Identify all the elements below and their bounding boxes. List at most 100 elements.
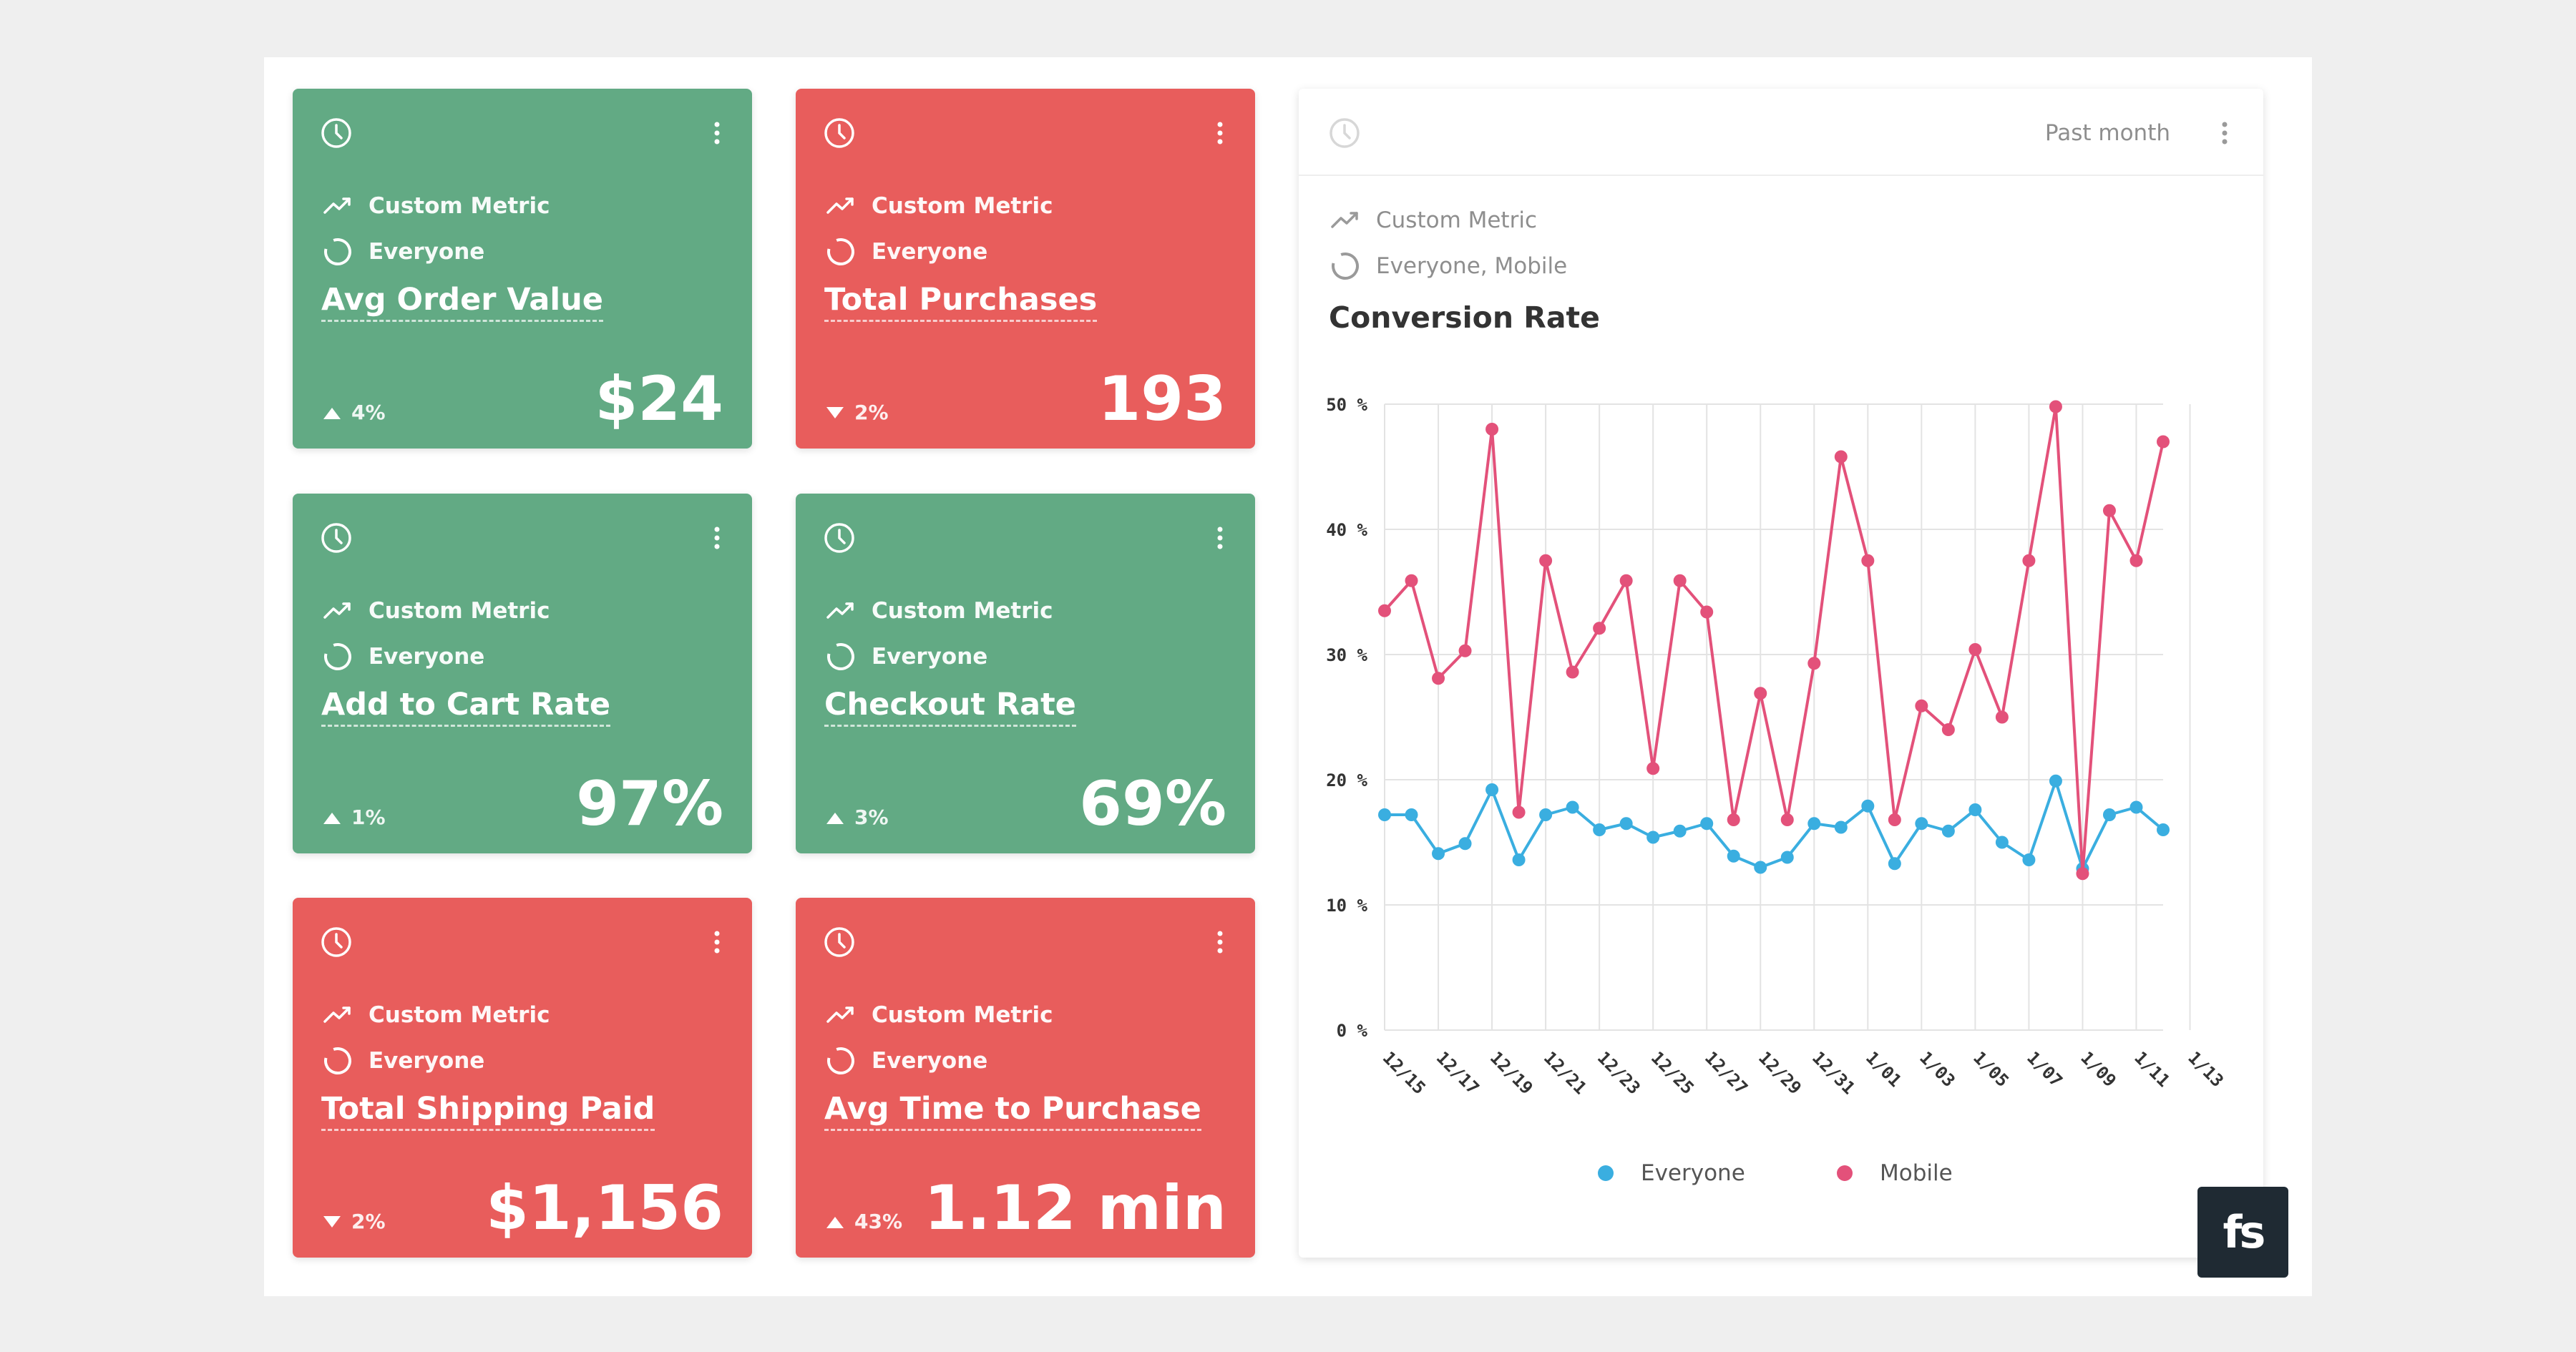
clock-icon[interactable] [319,925,353,959]
metric-title[interactable]: Total Purchases [824,282,1098,322]
mobile-data-point[interactable] [2049,400,2062,413]
mobile-data-point[interactable] [1405,574,1418,587]
mobile-data-point[interactable] [1727,813,1740,826]
metric-type-label: Custom Metric [369,1002,550,1028]
everyone-data-point[interactable] [2022,853,2036,866]
mobile-data-point[interactable] [1378,604,1391,617]
mobile-data-point[interactable] [1968,643,1982,656]
mobile-data-point[interactable] [2157,435,2170,449]
segment-label: Everyone [872,1048,988,1074]
y-tick-label: 10 % [1326,896,1367,916]
mobile-data-point[interactable] [1834,450,1848,464]
everyone-data-point[interactable] [2102,808,2116,821]
metric-title[interactable]: Checkout Rate [824,687,1076,727]
chart-title: Conversion Rate [1329,300,1600,335]
everyone-data-point[interactable] [1539,808,1553,821]
mobile-data-point[interactable] [1593,622,1606,635]
more-options-icon[interactable] [708,925,726,959]
everyone-data-point[interactable] [2157,823,2170,836]
clock-icon[interactable] [1327,116,1362,150]
metric-card-total-purchases[interactable]: Custom Metric Everyone Total Purchases 2… [796,89,1255,449]
everyone-data-point[interactable] [1432,847,1445,861]
everyone-data-point[interactable] [1619,817,1633,831]
metric-title[interactable]: Total Shipping Paid [321,1091,655,1131]
clock-icon[interactable] [822,925,857,959]
mobile-data-point[interactable] [1432,672,1445,685]
metric-title[interactable]: Avg Time to Purchase [824,1091,1201,1131]
more-options-icon[interactable] [1211,116,1229,150]
everyone-data-point[interactable] [1861,799,1875,813]
everyone-data-point[interactable] [1915,817,1928,831]
metric-value: $24 [595,363,723,435]
everyone-data-point[interactable] [2049,774,2062,788]
legend-item-mobile[interactable]: Mobile [1837,1160,1953,1186]
metric-card-avg-time-to-purchase[interactable]: Custom Metric Everyone Avg Time to Purch… [796,898,1255,1258]
everyone-data-point[interactable] [1593,823,1606,836]
mobile-data-point[interactable] [1539,554,1553,567]
more-options-icon[interactable] [708,116,726,150]
more-options-icon[interactable] [2216,116,2233,150]
everyone-series-line [1385,779,2165,871]
mobile-data-point[interactable] [2102,504,2116,517]
metric-card-avg-order-value[interactable]: Custom Metric Everyone Avg Order Value 4… [293,89,752,449]
clock-icon[interactable] [822,521,857,555]
x-tick-label: 12/29 [1755,1047,1805,1098]
metric-card-total-shipping-paid[interactable]: Custom Metric Everyone Total Shipping Pa… [293,898,752,1258]
everyone-data-point[interactable] [1405,808,1418,821]
date-range-selector[interactable]: Past month [2044,120,2170,146]
segment-label: Everyone [369,239,485,265]
change-indicator: 1% [321,805,386,829]
mobile-data-point[interactable] [1807,657,1821,670]
mobile-data-point[interactable] [1619,574,1633,587]
legend-item-everyone[interactable]: Everyone [1598,1160,1745,1186]
mobile-data-point[interactable] [1673,574,1687,587]
everyone-data-point[interactable] [1727,849,1740,863]
segment-label: Everyone [369,1048,485,1074]
everyone-data-point[interactable] [1780,851,1794,864]
everyone-data-point[interactable] [1646,831,1660,844]
everyone-data-point[interactable] [1888,857,1901,871]
mobile-data-point[interactable] [1700,605,1714,619]
mobile-data-point[interactable] [2129,554,2143,567]
mobile-data-point[interactable] [1861,554,1875,567]
everyone-data-point[interactable] [1458,837,1472,851]
everyone-data-point[interactable] [1941,824,1955,838]
metric-card-checkout-rate[interactable]: Custom Metric Everyone Checkout Rate 3% … [796,494,1255,853]
mobile-data-point[interactable] [2022,554,2036,567]
clock-icon[interactable] [319,116,353,150]
everyone-data-point[interactable] [1566,800,1579,814]
metric-card-add-to-cart-rate[interactable]: Custom Metric Everyone Add to Cart Rate … [293,494,752,853]
everyone-data-point[interactable] [1834,820,1848,834]
everyone-data-point[interactable] [1378,808,1391,821]
everyone-data-point[interactable] [1995,836,2009,849]
more-options-icon[interactable] [708,521,726,555]
mobile-data-point[interactable] [1888,813,1901,826]
clock-icon[interactable] [319,521,353,555]
everyone-data-point[interactable] [2129,800,2143,814]
mobile-data-point[interactable] [1780,813,1794,826]
segment-label: Everyone [872,644,988,670]
more-options-icon[interactable] [1211,925,1229,959]
triangle-up-icon [323,407,341,419]
mobile-data-point[interactable] [1458,644,1472,657]
mobile-data-point[interactable] [1512,805,1526,819]
mobile-data-point[interactable] [1995,710,2009,724]
mobile-data-point[interactable] [1754,687,1767,700]
everyone-data-point[interactable] [1673,824,1687,838]
everyone-data-point[interactable] [1485,783,1499,796]
mobile-data-point[interactable] [2076,867,2089,881]
everyone-data-point[interactable] [1807,817,1821,831]
metric-title[interactable]: Avg Order Value [321,282,603,322]
everyone-data-point[interactable] [1754,861,1767,874]
mobile-data-point[interactable] [1566,665,1579,679]
mobile-data-point[interactable] [1941,723,1955,736]
mobile-data-point[interactable] [1915,699,1928,712]
mobile-data-point[interactable] [1646,762,1660,775]
everyone-data-point[interactable] [1512,853,1526,866]
clock-icon[interactable] [822,116,857,150]
everyone-data-point[interactable] [1968,803,1982,816]
more-options-icon[interactable] [1211,521,1229,555]
everyone-data-point[interactable] [1700,817,1714,831]
mobile-data-point[interactable] [1485,423,1499,436]
metric-title[interactable]: Add to Cart Rate [321,687,611,727]
